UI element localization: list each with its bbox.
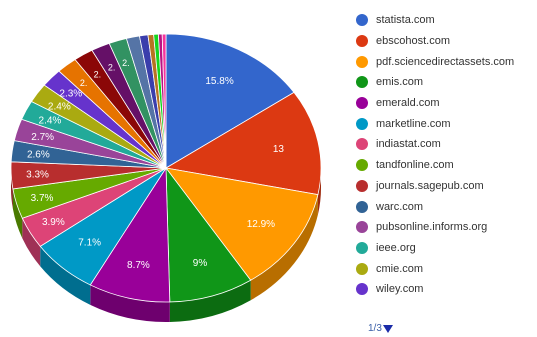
slice-label-4: 8.7%: [127, 260, 150, 271]
pie-slice-side-4: [90, 284, 170, 322]
slice-label-6: 3.9%: [42, 217, 65, 228]
slice-label-0: 15.8%: [205, 76, 233, 87]
slice-label-14: 2.: [80, 78, 88, 88]
legend-item[interactable]: pubsonline.informs.org: [356, 217, 537, 238]
legend-label: pdf.sciencedirectassets.com: [376, 55, 515, 68]
slice-label-15: 2.: [94, 69, 102, 79]
legend-label: marketline.com: [376, 117, 451, 130]
slice-label-16: 2.: [108, 63, 116, 73]
pie-slice-1[interactable]: [164, 91, 322, 196]
legend-item[interactable]: ebscohost.com: [356, 31, 537, 52]
pie-slice-3[interactable]: [165, 166, 252, 303]
slice-label-17: 2.: [122, 58, 130, 68]
legend-swatch-icon: [356, 35, 368, 48]
legend-swatch-icon: [356, 138, 368, 151]
pie-top-layer: [10, 33, 322, 303]
slice-label-10: 2.7%: [31, 132, 54, 143]
legend-swatch-icon: [356, 117, 368, 130]
chart-legend: statista.com ebscohost.com pdf.sciencedire…: [356, 10, 537, 300]
slice-label-3: 9%: [193, 258, 208, 269]
legend-item[interactable]: journals.sagepub.com: [356, 176, 537, 197]
legend-next-arrow-icon[interactable]: [382, 324, 393, 333]
pie-slice-side-7: [12, 188, 23, 239]
legend-label: pubsonline.informs.org: [376, 221, 488, 234]
legend-label: wiley.com: [376, 283, 424, 296]
pie-slice-side-3: [169, 280, 251, 322]
legend-label: statista.com: [376, 14, 435, 27]
pie-depth-layer: [11, 168, 321, 322]
legend-item[interactable]: wiley.com: [356, 279, 537, 300]
pie-slice-0[interactable]: [165, 33, 295, 169]
legend-item[interactable]: emis.com: [356, 72, 537, 93]
slice-label-13: 2.3%: [59, 89, 82, 100]
legend-label: ebscohost.com: [376, 35, 450, 48]
pie-slice-side-8: [11, 168, 13, 209]
legend-swatch-icon: [356, 241, 368, 254]
legend-page-indicator: 1/3: [368, 323, 382, 334]
slice-label-5: 7.1%: [78, 237, 101, 248]
legend-item[interactable]: ieee.org: [356, 238, 537, 259]
slice-label-2: 12.9%: [247, 219, 275, 230]
legend-swatch-icon: [356, 76, 368, 89]
legend-label: warc.com: [376, 200, 424, 213]
slice-label-11: 2.4%: [39, 116, 62, 127]
legend-label: ieee.org: [376, 241, 416, 254]
pie-slice-side-5: [40, 246, 91, 305]
legend-swatch-icon: [356, 221, 368, 234]
pie-slice-side-2: [250, 194, 318, 301]
legend-item[interactable]: emerald.com: [356, 93, 537, 114]
legend-item[interactable]: cmie.com: [356, 258, 537, 279]
legend-swatch-icon: [356, 55, 368, 68]
legend-swatch-icon: [356, 159, 368, 172]
legend-item[interactable]: statista.com: [356, 10, 537, 31]
legend-pager[interactable]: 1/3: [368, 323, 393, 334]
legend-label: emerald.com: [376, 97, 440, 110]
pie-label-layer: 15.8% 13 12.9% 9% 8.7% 7.1% 3.9% 3.7% 3.3% 2.6% 2.…: [26, 58, 284, 271]
legend-swatch-icon: [356, 14, 368, 27]
slice-label-12: 2.4%: [48, 101, 71, 112]
legend-label: journals.sagepub.com: [376, 179, 484, 192]
pie-slice-side-6: [22, 218, 41, 267]
pie-slice-23[interactable]: [161, 33, 167, 169]
pie-slice-2[interactable]: [165, 167, 319, 281]
slice-label-7: 3.7%: [31, 193, 54, 204]
legend-label: cmie.com: [376, 262, 424, 275]
legend-swatch-icon: [356, 283, 368, 296]
pie-chart-svg: 15.8% 13 12.9% 9% 8.7% 7.1% 3.9% 3.7% 3.3% 2.6% 2.…: [10, 33, 322, 322]
legend-swatch-icon: [356, 97, 368, 110]
legend-item[interactable]: tandfonline.com: [356, 155, 537, 176]
legend-item[interactable]: indiastat.com: [356, 134, 537, 155]
legend-swatch-icon: [356, 262, 368, 275]
legend-swatch-icon: [356, 200, 368, 213]
slice-label-9: 2.6%: [27, 150, 50, 161]
legend-item[interactable]: warc.com: [356, 196, 537, 217]
legend-item[interactable]: pdf.sciencedirectassets.com: [356, 51, 537, 72]
slice-label-8: 3.3%: [26, 170, 49, 181]
pie-slice-side-1: [317, 168, 321, 215]
legend-item[interactable]: marketline.com: [356, 113, 537, 134]
legend-label: emis.com: [376, 76, 424, 89]
legend-label: indiastat.com: [376, 138, 441, 151]
legend-swatch-icon: [356, 179, 368, 192]
slice-label-1: 13: [273, 144, 285, 155]
legend-label: tandfonline.com: [376, 159, 454, 172]
